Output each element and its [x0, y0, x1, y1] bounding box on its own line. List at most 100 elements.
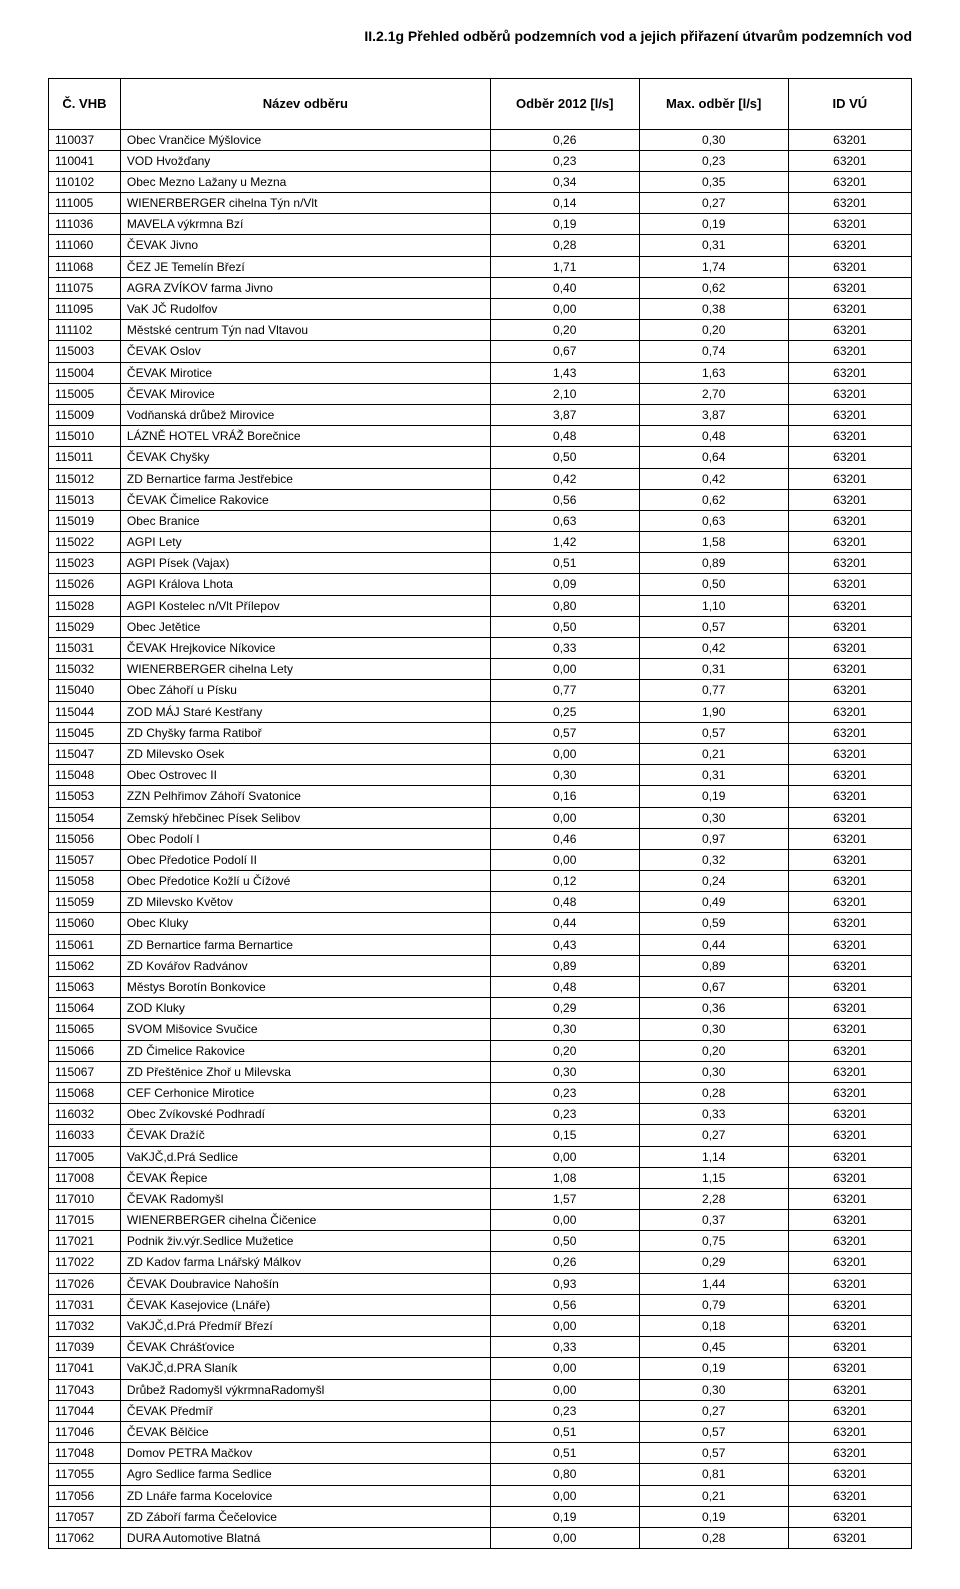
cell-name: ZOD MÁJ Staré Kestřany [120, 701, 490, 722]
table-row: 117048Domov PETRA Mačkov0,510,5763201 [49, 1443, 912, 1464]
table-row: 115013ČEVAK Čimelice Rakovice0,560,62632… [49, 489, 912, 510]
cell-max-odber: 0,36 [639, 998, 788, 1019]
cell-name: DURA Automotive Blatná [120, 1527, 490, 1548]
cell-id-vu: 63201 [788, 193, 911, 214]
cell-name: VOD Hvožďany [120, 150, 490, 171]
cell-name: SVOM Mišovice Svučice [120, 1019, 490, 1040]
cell-name: AGPI Kostelec n/Vlt Přílepov [120, 595, 490, 616]
cell-id: 115022 [49, 532, 121, 553]
cell-id: 117055 [49, 1464, 121, 1485]
cell-id-vu: 63201 [788, 955, 911, 976]
table-row: 115045ZD Chyšky farma Ratiboř0,570,57632… [49, 722, 912, 743]
cell-id-vu: 63201 [788, 871, 911, 892]
cell-max-odber: 0,31 [639, 765, 788, 786]
cell-id: 110037 [49, 129, 121, 150]
cell-odber-2012: 0,20 [490, 320, 639, 341]
cell-name: LÁZNĚ HOTEL VRÁŽ Borečnice [120, 426, 490, 447]
table-row: 110037Obec Vrančice Mýšlovice0,260,30632… [49, 129, 912, 150]
cell-name: Podnik živ.výr.Sedlice Mužetice [120, 1231, 490, 1252]
cell-max-odber: 0,31 [639, 659, 788, 680]
cell-id: 117062 [49, 1527, 121, 1548]
cell-id: 117057 [49, 1506, 121, 1527]
col-header-name: Název odběru [120, 79, 490, 130]
table-row: 115012ZD Bernartice farma Jestřebice0,42… [49, 468, 912, 489]
cell-id-vu: 63201 [788, 680, 911, 701]
cell-max-odber: 0,27 [639, 1125, 788, 1146]
cell-id: 115032 [49, 659, 121, 680]
cell-max-odber: 0,81 [639, 1464, 788, 1485]
cell-id-vu: 63201 [788, 532, 911, 553]
cell-id: 117021 [49, 1231, 121, 1252]
cell-id-vu: 63201 [788, 1273, 911, 1294]
cell-name: WIENERBERGER cihelna Čičenice [120, 1210, 490, 1231]
cell-id-vu: 63201 [788, 1082, 911, 1103]
cell-name: Obec Záhoří u Písku [120, 680, 490, 701]
cell-name: Domov PETRA Mačkov [120, 1443, 490, 1464]
cell-id-vu: 63201 [788, 256, 911, 277]
cell-id-vu: 63201 [788, 171, 911, 192]
cell-max-odber: 0,19 [639, 1506, 788, 1527]
table-row: 115028AGPI Kostelec n/Vlt Přílepov0,801,… [49, 595, 912, 616]
cell-odber-2012: 0,67 [490, 341, 639, 362]
cell-odber-2012: 0,19 [490, 214, 639, 235]
cell-odber-2012: 0,93 [490, 1273, 639, 1294]
cell-odber-2012: 0,00 [490, 807, 639, 828]
cell-id-vu: 63201 [788, 447, 911, 468]
cell-odber-2012: 0,19 [490, 1506, 639, 1527]
cell-max-odber: 0,74 [639, 341, 788, 362]
cell-odber-2012: 1,71 [490, 256, 639, 277]
table-row: 111068ČEZ JE Temelín Březí1,711,7463201 [49, 256, 912, 277]
cell-max-odber: 0,30 [639, 1061, 788, 1082]
cell-id: 117031 [49, 1294, 121, 1315]
cell-name: Vodňanská drůbež Mirovice [120, 404, 490, 425]
cell-odber-2012: 0,00 [490, 849, 639, 870]
cell-max-odber: 0,48 [639, 426, 788, 447]
cell-odber-2012: 0,00 [490, 1146, 639, 1167]
cell-id-vu: 63201 [788, 807, 911, 828]
cell-id: 115009 [49, 404, 121, 425]
cell-id: 115061 [49, 934, 121, 955]
table-row: 117021Podnik živ.výr.Sedlice Mužetice0,5… [49, 1231, 912, 1252]
cell-id-vu: 63201 [788, 426, 911, 447]
cell-max-odber: 0,89 [639, 955, 788, 976]
cell-name: WIENERBERGER cihelna Lety [120, 659, 490, 680]
cell-name: CEF Cerhonice Mirotice [120, 1082, 490, 1103]
cell-name: ČEVAK Čimelice Rakovice [120, 489, 490, 510]
cell-max-odber: 0,30 [639, 1379, 788, 1400]
table-row: 115058Obec Předotice Kožlí u Čížové0,120… [49, 871, 912, 892]
cell-id: 115057 [49, 849, 121, 870]
cell-max-odber: 0,79 [639, 1294, 788, 1315]
cell-id: 115028 [49, 595, 121, 616]
cell-name: ČEVAK Mirotice [120, 362, 490, 383]
cell-id-vu: 63201 [788, 616, 911, 637]
cell-odber-2012: 0,20 [490, 1040, 639, 1061]
cell-id: 117008 [49, 1167, 121, 1188]
cell-max-odber: 0,30 [639, 807, 788, 828]
cell-max-odber: 0,21 [639, 743, 788, 764]
table-row: 115059ZD Milevsko Květov0,480,4963201 [49, 892, 912, 913]
cell-id-vu: 63201 [788, 743, 911, 764]
cell-max-odber: 0,18 [639, 1316, 788, 1337]
table-row: 115022AGPI Lety1,421,5863201 [49, 532, 912, 553]
cell-max-odber: 0,28 [639, 1527, 788, 1548]
cell-id-vu: 63201 [788, 553, 911, 574]
cell-odber-2012: 0,48 [490, 426, 639, 447]
cell-odber-2012: 0,26 [490, 129, 639, 150]
cell-odber-2012: 0,30 [490, 1061, 639, 1082]
cell-name: AGPI Písek (Vajax) [120, 553, 490, 574]
table-row: 117022ZD Kadov farma Lnářský Málkov0,260… [49, 1252, 912, 1273]
cell-odber-2012: 0,30 [490, 1019, 639, 1040]
cell-name: ČEVAK Oslov [120, 341, 490, 362]
cell-odber-2012: 0,80 [490, 595, 639, 616]
cell-name: ZD Čimelice Rakovice [120, 1040, 490, 1061]
cell-id-vu: 63201 [788, 892, 911, 913]
cell-name: ZD Přeštěnice Zhoř u Milevska [120, 1061, 490, 1082]
cell-odber-2012: 0,56 [490, 489, 639, 510]
cell-name: ZD Milevsko Osek [120, 743, 490, 764]
cell-id: 115053 [49, 786, 121, 807]
cell-id-vu: 63201 [788, 765, 911, 786]
cell-id: 117056 [49, 1485, 121, 1506]
cell-id-vu: 63201 [788, 1421, 911, 1442]
table-row: 117055Agro Sedlice farma Sedlice0,800,81… [49, 1464, 912, 1485]
cell-id: 115054 [49, 807, 121, 828]
